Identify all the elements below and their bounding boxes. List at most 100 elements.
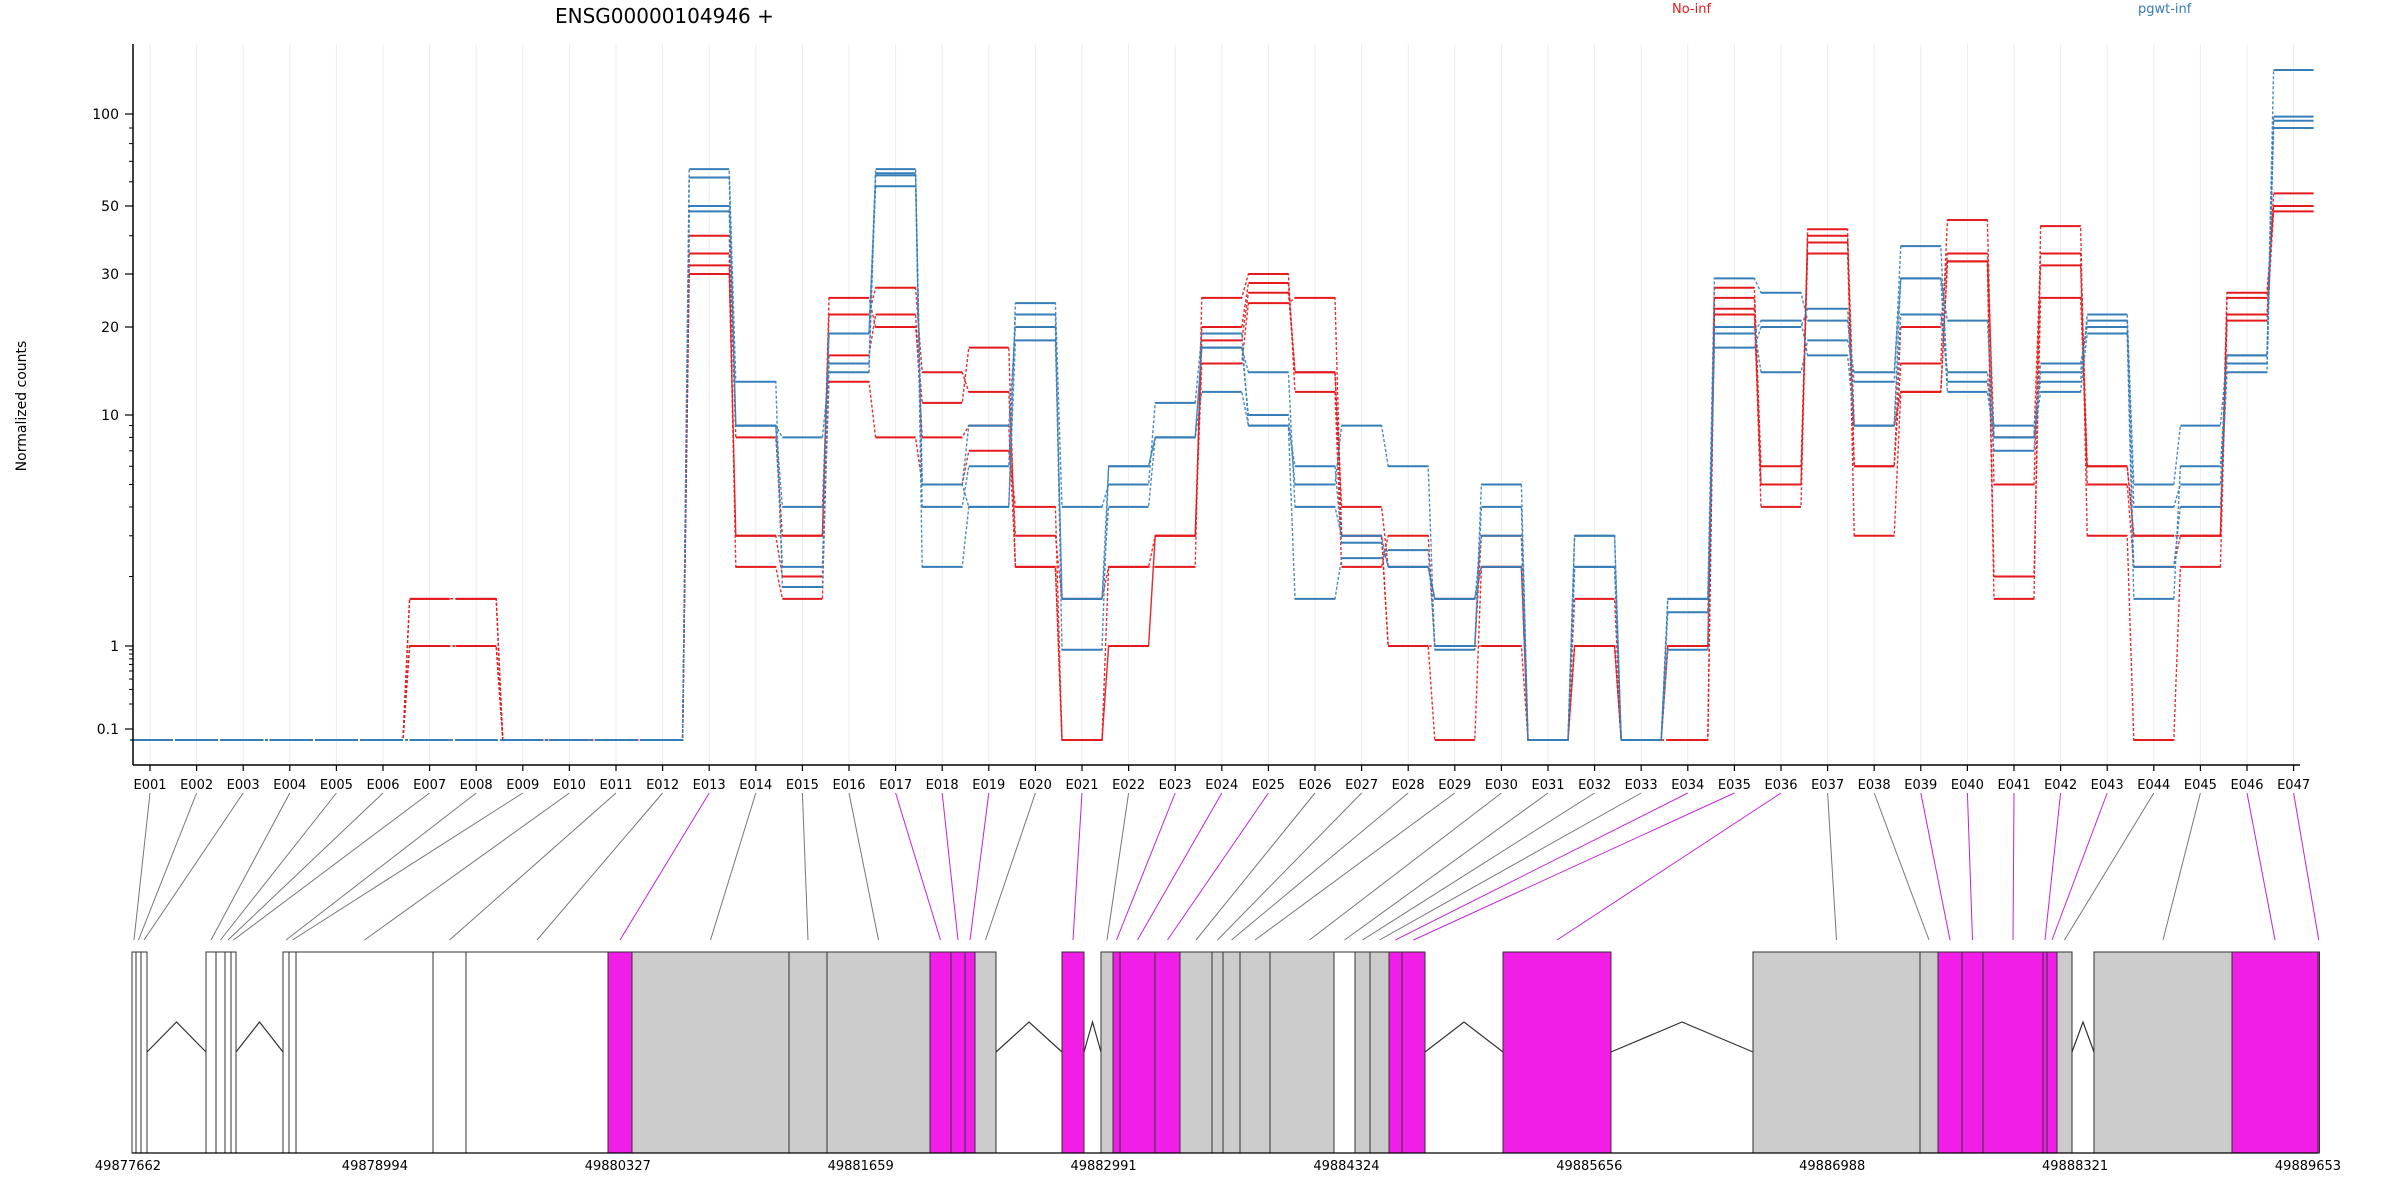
series-pgwt-inf-8 [130, 69, 2314, 741]
connector-E013 [619, 792, 710, 941]
x-tick-label-E016: E016 [832, 778, 865, 793]
connector-E042 [2044, 792, 2062, 941]
x-tick-label-E014: E014 [739, 778, 772, 793]
x-tick-label-E032: E032 [1578, 778, 1611, 793]
exon-E001 [131, 951, 137, 1154]
x-tick-label-E001: E001 [133, 778, 166, 793]
exon-E002 [135, 951, 142, 1154]
x-tick-label-E013: E013 [693, 778, 726, 793]
y-tick-label: 50 [101, 199, 119, 215]
x-tick-label-E041: E041 [1997, 778, 2030, 793]
connector-E031 [1344, 792, 1549, 941]
intron [235, 1021, 284, 1053]
coordinate-label: 49889653 [2275, 1159, 2341, 1174]
x-tick-label-E039: E039 [1904, 778, 1937, 793]
connector-E045 [2162, 792, 2201, 941]
connector-E003 [143, 792, 244, 941]
connector-E046 [2246, 792, 2276, 941]
intron [1424, 1021, 1504, 1053]
exon-E006 [224, 951, 232, 1154]
x-tick-label-E031: E031 [1531, 778, 1564, 793]
series-layer [130, 69, 2314, 741]
x-tick-label-E044: E044 [2137, 778, 2170, 793]
x-tick-label-E011: E011 [599, 778, 632, 793]
connector-E047 [2293, 792, 2320, 941]
connector-E028 [1231, 792, 1409, 941]
legend-no-inf: No-inf [1672, 2, 1711, 17]
x-ticks: E001 E002 E003 E004 E005 E006 E007 E008 E009 E010… [133, 765, 2310, 793]
y-tick-label: 20 [101, 320, 119, 336]
exon-E027 [1211, 951, 1224, 1154]
x-tick-label-E035: E035 [1718, 778, 1751, 793]
connector-E004 [210, 792, 291, 941]
x-tick-label-E047: E047 [2277, 778, 2310, 793]
coordinate-label: 49878994 [342, 1159, 408, 1174]
exon-E041 [1982, 951, 2044, 1154]
connector-E036 [1556, 792, 1782, 941]
x-tick-label-E010: E010 [553, 778, 586, 793]
connector-E005 [220, 792, 337, 941]
exon-E009 [288, 951, 297, 1154]
gene-model [131, 951, 2320, 1154]
x-tick-label-E027: E027 [1345, 778, 1378, 793]
connector-E032 [1362, 792, 1595, 941]
exon-E023 [1112, 951, 1121, 1154]
connector-E044 [2064, 792, 2155, 941]
exon-E043 [2046, 951, 2058, 1154]
connector-E034 [1395, 792, 1689, 941]
x-tick-label-E007: E007 [413, 778, 446, 793]
coordinate-label: 49888321 [2042, 1159, 2108, 1174]
connector-E039 [1920, 792, 1951, 941]
x-tick-label-E022: E022 [1112, 778, 1145, 793]
y-tick-label: 10 [101, 408, 119, 424]
x-tick-label-E034: E034 [1671, 778, 1704, 793]
exon-E016 [826, 951, 931, 1154]
connector-E027 [1217, 792, 1362, 941]
intron [2071, 1020, 2095, 1053]
y-tick-label: 0.1 [97, 722, 119, 738]
exon-E047 [2317, 951, 2320, 1154]
coordinate-label: 49880327 [585, 1159, 651, 1174]
exon-E029 [1239, 951, 1271, 1154]
coordinate-label: 49884324 [1313, 1159, 1379, 1174]
x-tick-label-E003: E003 [227, 778, 260, 793]
exon-E031 [1333, 951, 1356, 1154]
x-tick-label-E040: E040 [1951, 778, 1984, 793]
connector-E007 [233, 792, 430, 941]
exon-E039 [1937, 951, 1963, 1154]
x-tick-label-E028: E028 [1392, 778, 1425, 793]
exon-E005 [215, 951, 226, 1154]
x-tick-label-E038: E038 [1858, 778, 1891, 793]
axes [132, 44, 2300, 766]
connector-E015 [801, 792, 809, 941]
exon-E034 [1388, 951, 1403, 1154]
chart-title: ENSG00000104946 + [555, 4, 774, 28]
exon-E004 [205, 951, 217, 1154]
exon-E021 [1061, 951, 1085, 1154]
coordinate-label: 49882991 [1070, 1159, 1136, 1174]
connector-E029 [1254, 792, 1456, 941]
x-tick-label-E037: E037 [1811, 778, 1844, 793]
exon-E024 [1119, 951, 1156, 1154]
connector-E020 [985, 792, 1036, 941]
coordinate-label: 49877662 [95, 1159, 161, 1174]
connector-E035 [1413, 792, 1735, 941]
connector-E019 [969, 792, 990, 941]
exon-E011 [432, 951, 467, 1154]
exon-E037 [1752, 951, 1921, 1154]
x-tick-label-E004: E004 [273, 778, 306, 793]
exon-E022 [1100, 951, 1114, 1154]
connector-E001 [133, 792, 151, 941]
genomic-coordinates: 49877662 49878994 49880327 49881659 49882991… [95, 1152, 2341, 1174]
y-tick-label: 30 [101, 267, 119, 283]
series-line [130, 69, 2314, 741]
exon-E010 [295, 951, 434, 1154]
x-tick-label-E045: E045 [2184, 778, 2217, 793]
connector-E010 [364, 792, 570, 941]
connector-E011 [449, 792, 617, 941]
x-tick-label-E033: E033 [1625, 778, 1658, 793]
exon-E045 [2093, 951, 2233, 1154]
intron [1610, 1021, 1754, 1053]
x-tick-label-E024: E024 [1205, 778, 1238, 793]
